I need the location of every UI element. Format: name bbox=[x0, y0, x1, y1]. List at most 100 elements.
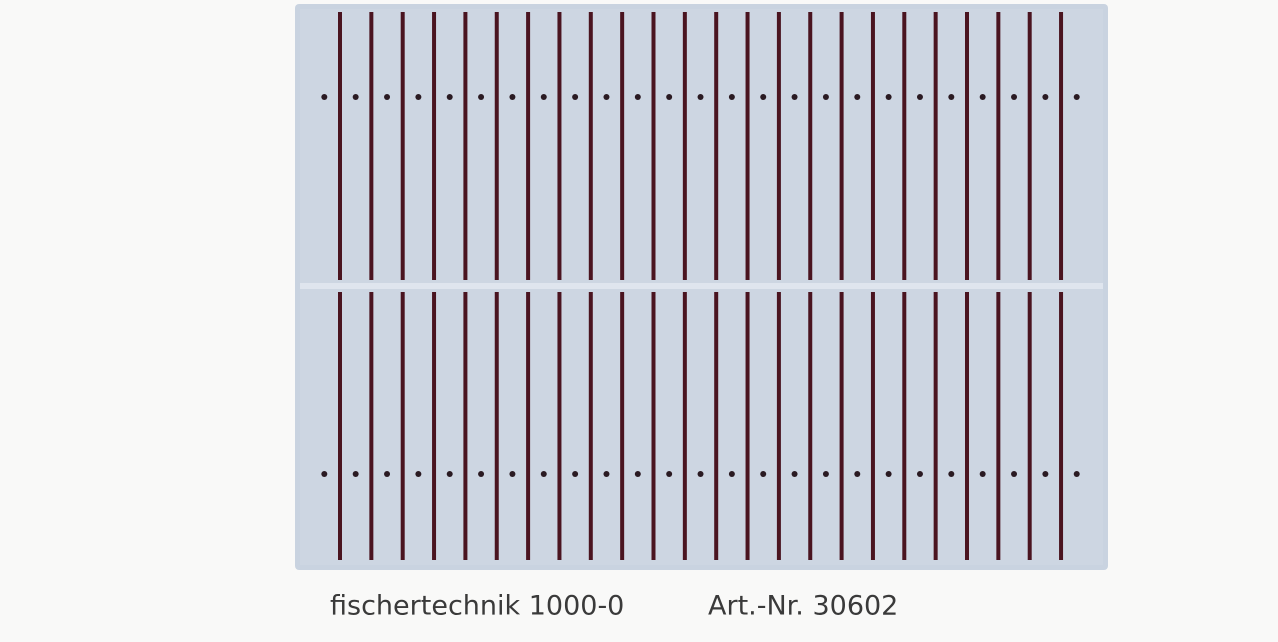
hole bbox=[666, 471, 673, 477]
hole bbox=[446, 94, 453, 100]
strip bbox=[808, 292, 813, 560]
strip bbox=[620, 12, 625, 280]
hole bbox=[1042, 471, 1049, 477]
strip bbox=[620, 292, 625, 560]
hole bbox=[822, 94, 829, 100]
hole bbox=[791, 94, 798, 100]
contact-strips bbox=[338, 12, 1064, 560]
hole bbox=[822, 471, 829, 477]
hole bbox=[1011, 94, 1018, 100]
hole bbox=[572, 94, 579, 100]
hole bbox=[603, 94, 610, 100]
holes bbox=[321, 94, 1080, 477]
strip bbox=[870, 292, 875, 560]
hole bbox=[634, 471, 641, 477]
hole bbox=[885, 94, 892, 100]
strip bbox=[745, 12, 750, 280]
hole bbox=[603, 471, 610, 477]
strip bbox=[432, 12, 437, 280]
hole bbox=[509, 471, 516, 477]
strip bbox=[526, 12, 531, 280]
strip bbox=[870, 12, 875, 280]
hole bbox=[478, 471, 485, 477]
strip bbox=[1027, 12, 1032, 280]
hole bbox=[321, 94, 328, 100]
caption-article: Art.-Nr. 30602 bbox=[708, 591, 898, 622]
strip bbox=[588, 12, 593, 280]
hole bbox=[916, 471, 923, 477]
hole bbox=[728, 471, 735, 477]
strip bbox=[651, 12, 656, 280]
hole bbox=[572, 471, 579, 477]
strip bbox=[996, 292, 1001, 560]
strip bbox=[432, 292, 437, 560]
strip bbox=[557, 292, 562, 560]
strip bbox=[463, 292, 468, 560]
strip bbox=[902, 12, 907, 280]
hole bbox=[1042, 94, 1049, 100]
strip bbox=[369, 12, 374, 280]
hole bbox=[540, 471, 547, 477]
hole bbox=[415, 94, 422, 100]
hole bbox=[478, 94, 485, 100]
strip bbox=[902, 292, 907, 560]
hole bbox=[1073, 471, 1080, 477]
hole bbox=[760, 471, 767, 477]
strip bbox=[745, 292, 750, 560]
strip bbox=[839, 292, 844, 560]
hole bbox=[384, 94, 391, 100]
hole bbox=[728, 94, 735, 100]
hole bbox=[697, 94, 704, 100]
hole bbox=[854, 471, 861, 477]
hole bbox=[791, 471, 798, 477]
strip bbox=[1027, 292, 1032, 560]
strip bbox=[338, 12, 342, 280]
strip bbox=[1059, 292, 1064, 560]
strip bbox=[400, 292, 405, 560]
hole bbox=[885, 471, 892, 477]
hole bbox=[540, 94, 547, 100]
strip bbox=[400, 12, 405, 280]
strip bbox=[682, 12, 687, 280]
strip bbox=[776, 292, 781, 560]
strip bbox=[933, 12, 938, 280]
hole bbox=[916, 94, 923, 100]
hole bbox=[979, 94, 986, 100]
strip bbox=[651, 292, 656, 560]
strip bbox=[369, 292, 374, 560]
strip bbox=[682, 292, 687, 560]
hole bbox=[352, 471, 359, 477]
strip bbox=[776, 12, 781, 280]
strip bbox=[494, 12, 499, 280]
strip bbox=[996, 12, 1001, 280]
strip bbox=[526, 292, 531, 560]
strip bbox=[965, 12, 969, 280]
hole bbox=[634, 94, 641, 100]
hole bbox=[446, 471, 453, 477]
strip bbox=[1059, 12, 1064, 280]
strip bbox=[494, 292, 499, 560]
strip bbox=[839, 12, 844, 280]
hole bbox=[384, 471, 391, 477]
strip bbox=[714, 12, 719, 280]
hole bbox=[321, 471, 328, 477]
strip bbox=[557, 12, 562, 280]
hole bbox=[948, 94, 955, 100]
hole bbox=[352, 94, 359, 100]
strip bbox=[588, 292, 593, 560]
hole bbox=[948, 471, 955, 477]
hole bbox=[854, 94, 861, 100]
strip bbox=[338, 292, 342, 560]
strip bbox=[714, 292, 719, 560]
strip bbox=[965, 292, 969, 560]
strip bbox=[463, 12, 468, 280]
caption-product: fischertechnik 1000-0 bbox=[330, 591, 624, 622]
hole bbox=[697, 471, 704, 477]
strip bbox=[808, 12, 813, 280]
hole bbox=[1073, 94, 1080, 100]
hole bbox=[666, 94, 673, 100]
hole bbox=[1011, 471, 1018, 477]
hole bbox=[760, 94, 767, 100]
